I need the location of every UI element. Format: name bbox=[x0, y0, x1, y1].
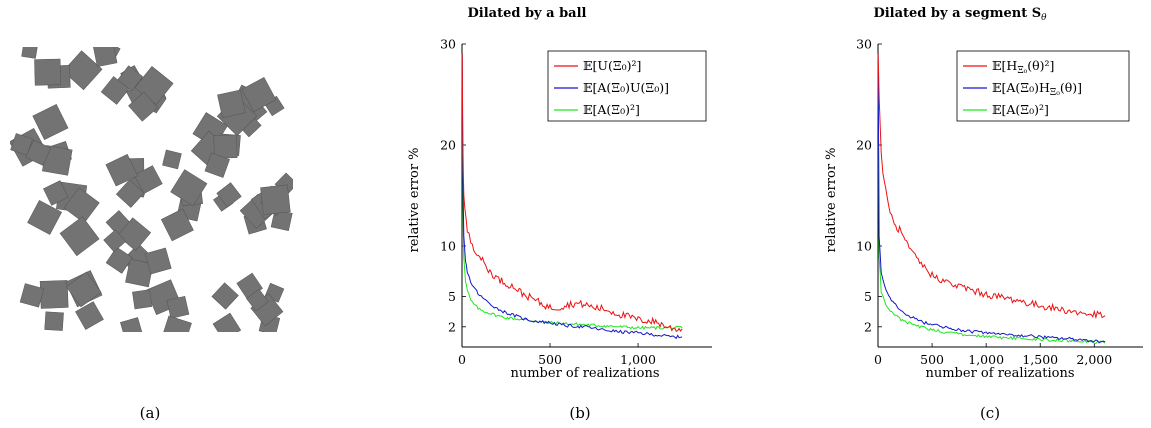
chart-dilated-by-ball: Dilated by a ball number of realizations… bbox=[407, 6, 712, 381]
x-tick-label: 0 bbox=[874, 352, 882, 367]
square-grain-5 bbox=[25, 139, 52, 166]
square-grain-74 bbox=[6, 25, 26, 45]
y-tick-label: 10 bbox=[856, 239, 872, 254]
legend-label-red: 𝔼[HΞ₀(θ)²] bbox=[992, 58, 1054, 76]
square-grain-23 bbox=[217, 89, 246, 119]
chart-b-axes: 0 500 1,000 2 5 10 20 30 bbox=[440, 37, 712, 367]
y-tick-label: 30 bbox=[856, 37, 872, 52]
chart-b-series bbox=[461, 54, 683, 340]
caption-c: (c) bbox=[980, 404, 1000, 422]
square-grain-80 bbox=[162, 149, 182, 170]
square-grain-71 bbox=[115, 179, 145, 208]
square-grain-8 bbox=[62, 50, 103, 91]
x-tick-label: 500 bbox=[538, 352, 562, 367]
chart-c-title-sub: θ bbox=[1041, 13, 1047, 23]
chart-c-xlabel: number of realizations bbox=[925, 366, 1074, 381]
y-tick-label: 30 bbox=[440, 37, 456, 52]
square-grain-41 bbox=[170, 169, 208, 207]
y-tick-label: 10 bbox=[440, 239, 456, 254]
square-grain-50 bbox=[44, 311, 64, 331]
square-grain-3 bbox=[10, 133, 33, 156]
square-grain-33 bbox=[105, 246, 133, 274]
square-grain-39 bbox=[160, 208, 194, 242]
y-tick-label: 20 bbox=[856, 138, 872, 153]
series-line-red bbox=[461, 54, 683, 333]
y-tick-label: 20 bbox=[440, 138, 456, 153]
square-grain-25 bbox=[27, 200, 62, 235]
square-grain-42 bbox=[216, 182, 242, 208]
square-grain-51 bbox=[39, 280, 69, 309]
chart-dilated-by-segment: Dilated by a segment Sθ number of realiz… bbox=[824, 6, 1143, 381]
square-grain-35 bbox=[144, 247, 172, 275]
caption-b: (b) bbox=[569, 404, 590, 422]
square-grain-21 bbox=[241, 77, 277, 112]
random-squares-image bbox=[6, 25, 293, 357]
square-grain-63 bbox=[211, 282, 239, 310]
series-line-red bbox=[877, 54, 1106, 320]
legend-label-red: 𝔼[U(Ξ₀)²] bbox=[583, 58, 641, 73]
legend-label-blue: 𝔼[A(Ξ₀)U(Ξ₀)] bbox=[583, 80, 669, 95]
square-grain-58 bbox=[161, 332, 186, 357]
square-grain-75 bbox=[21, 47, 39, 59]
square-grain-83 bbox=[204, 152, 230, 178]
square-grain-31 bbox=[125, 258, 154, 288]
square-grain-57 bbox=[120, 317, 143, 332]
x-tick-label: 500 bbox=[920, 352, 944, 367]
chart-c-title: Dilated by a segment Sθ bbox=[873, 6, 1047, 23]
y-tick-label: 2 bbox=[864, 319, 872, 334]
square-grain-49 bbox=[260, 184, 291, 215]
chart-b-ylabel: relative error % bbox=[407, 147, 422, 252]
square-grain-28 bbox=[59, 216, 100, 257]
series-line-blue bbox=[461, 54, 683, 340]
legend-label-green: 𝔼[A(Ξ₀)²] bbox=[992, 102, 1049, 117]
square-grain-52 bbox=[19, 283, 45, 308]
legend-box bbox=[956, 50, 1130, 122]
legend-label-blue: 𝔼[A(Ξ₀)HΞ₀(θ)] bbox=[992, 80, 1082, 98]
y-tick-label: 5 bbox=[448, 289, 456, 304]
square-grain-27 bbox=[43, 180, 69, 206]
y-tick-label: 5 bbox=[864, 289, 872, 304]
series-line-green bbox=[877, 54, 1106, 345]
chart-c-series bbox=[877, 54, 1106, 345]
legend-box bbox=[547, 50, 707, 122]
square-grain-60 bbox=[166, 295, 190, 319]
chart-c-title-main: Dilated by a segment S bbox=[873, 6, 1041, 21]
x-tick-label: 2,000 bbox=[1076, 352, 1112, 367]
square-grain-9 bbox=[93, 47, 118, 68]
legend-label-green: 𝔼[A(Ξ₀)²] bbox=[583, 102, 640, 117]
chart-c-ylabel: relative error % bbox=[824, 147, 839, 252]
square-grain-54 bbox=[75, 301, 104, 330]
square-grain-16 bbox=[128, 91, 159, 122]
x-tick-label: 1,500 bbox=[1022, 352, 1058, 367]
chart-b-title: Dilated by a ball bbox=[468, 6, 587, 21]
square-grain-77 bbox=[34, 58, 62, 86]
chart-c-legend: 𝔼[HΞ₀(θ)²] 𝔼[A(Ξ₀)HΞ₀(θ)] 𝔼[A(Ξ₀)²] bbox=[956, 50, 1130, 122]
square-grain-55 bbox=[65, 271, 102, 308]
square-grain-67 bbox=[212, 312, 242, 332]
square-grain-61 bbox=[161, 315, 192, 332]
caption-a: (a) bbox=[140, 404, 161, 422]
x-tick-label: 1,000 bbox=[968, 352, 1004, 367]
square-grain-32 bbox=[117, 217, 152, 252]
chart-b-legend: 𝔼[U(Ξ₀)²] 𝔼[A(Ξ₀)U(Ξ₀)] 𝔼[A(Ξ₀)²] bbox=[547, 50, 707, 122]
square-grain-15 bbox=[117, 65, 144, 92]
square-grain-73 bbox=[105, 154, 138, 187]
x-tick-label: 0 bbox=[458, 352, 466, 367]
y-tick-label: 2 bbox=[448, 319, 456, 334]
square-grain-26 bbox=[63, 187, 100, 224]
square-grain-34 bbox=[103, 229, 127, 253]
series-line-blue bbox=[877, 54, 1106, 344]
square-grain-72 bbox=[133, 165, 163, 194]
square-grain-59 bbox=[132, 289, 153, 310]
x-tick-label: 1,000 bbox=[620, 352, 656, 367]
square-grain-1 bbox=[32, 103, 69, 140]
square-grain-68 bbox=[246, 288, 269, 312]
chart-b-xlabel: number of realizations bbox=[510, 366, 659, 381]
